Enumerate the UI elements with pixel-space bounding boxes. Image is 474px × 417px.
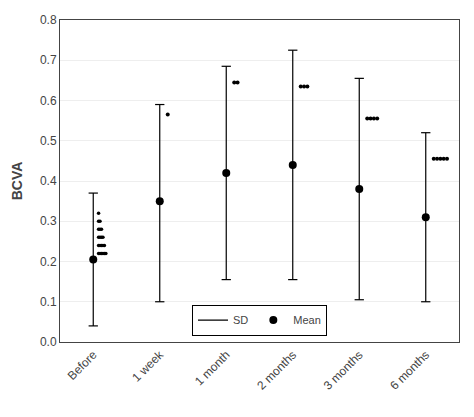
svg-text:1 month: 1 month — [192, 348, 233, 389]
svg-text:0.0: 0.0 — [40, 335, 57, 349]
svg-text:1 week: 1 week — [129, 347, 166, 384]
svg-text:2 months: 2 months — [254, 348, 299, 393]
svg-text:SD: SD — [233, 314, 248, 326]
svg-text:Mean: Mean — [293, 314, 321, 326]
svg-text:0.7: 0.7 — [40, 53, 57, 67]
svg-text:0.1: 0.1 — [40, 295, 57, 309]
svg-text:BCVA: BCVA — [9, 162, 25, 201]
svg-text:0.5: 0.5 — [40, 134, 57, 148]
svg-text:0.2: 0.2 — [40, 255, 57, 269]
svg-text:0.8: 0.8 — [40, 13, 57, 27]
svg-text:Before: Before — [65, 348, 100, 383]
svg-text:3 months: 3 months — [321, 348, 366, 393]
svg-text:0.3: 0.3 — [40, 214, 57, 228]
svg-text:0.6: 0.6 — [40, 94, 57, 108]
svg-text:0.4: 0.4 — [40, 174, 57, 188]
svg-text:6 months: 6 months — [387, 348, 432, 393]
